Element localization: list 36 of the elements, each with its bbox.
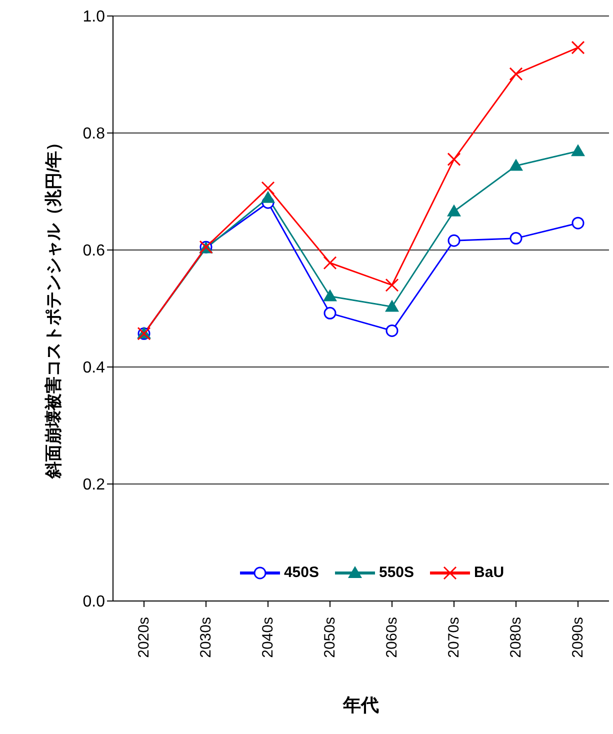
- x-tick-label: 2080s: [508, 617, 524, 658]
- x-tick-label: 2090s: [570, 617, 586, 658]
- point: [385, 300, 399, 312]
- legend-label: 450S: [282, 564, 319, 581]
- x-tick-label: 2030s: [198, 617, 214, 658]
- y-axis-title: 斜面崩壊被害コストポテンシャル（兆円/年）: [44, 134, 64, 480]
- y-tick-label: 0.8: [82, 126, 106, 143]
- y-tick-label: 0.4: [82, 360, 106, 377]
- point: [572, 216, 584, 230]
- x-axis-title: 年代: [342, 695, 379, 715]
- point: [509, 67, 523, 81]
- y-tick-label: 0.6: [82, 242, 106, 260]
- point: [385, 278, 399, 292]
- point: [323, 256, 337, 270]
- point: [571, 144, 585, 156]
- y-tick-label: 0.2: [82, 476, 106, 494]
- x-tick-label: 2060s: [384, 617, 400, 658]
- point: [386, 324, 398, 337]
- point: [447, 204, 461, 216]
- point: [510, 232, 522, 245]
- point: [261, 181, 275, 195]
- point: [447, 152, 461, 166]
- point: [323, 289, 337, 302]
- x-tick-label: 2040s: [260, 617, 276, 658]
- y-tick-label: 0.0: [82, 594, 106, 611]
- point: [509, 158, 523, 171]
- y-tick-label: 1.0: [82, 8, 106, 26]
- x-tick-label: 2020s: [136, 617, 152, 658]
- point: [571, 40, 585, 54]
- x-tick-label: 2050s: [322, 617, 338, 658]
- point: [448, 234, 460, 247]
- x-tick-label: 2070s: [446, 617, 462, 658]
- legend-label: BaU: [473, 564, 504, 581]
- point: [261, 190, 275, 203]
- legend-label: 550S: [378, 564, 414, 581]
- point: [324, 306, 336, 320]
